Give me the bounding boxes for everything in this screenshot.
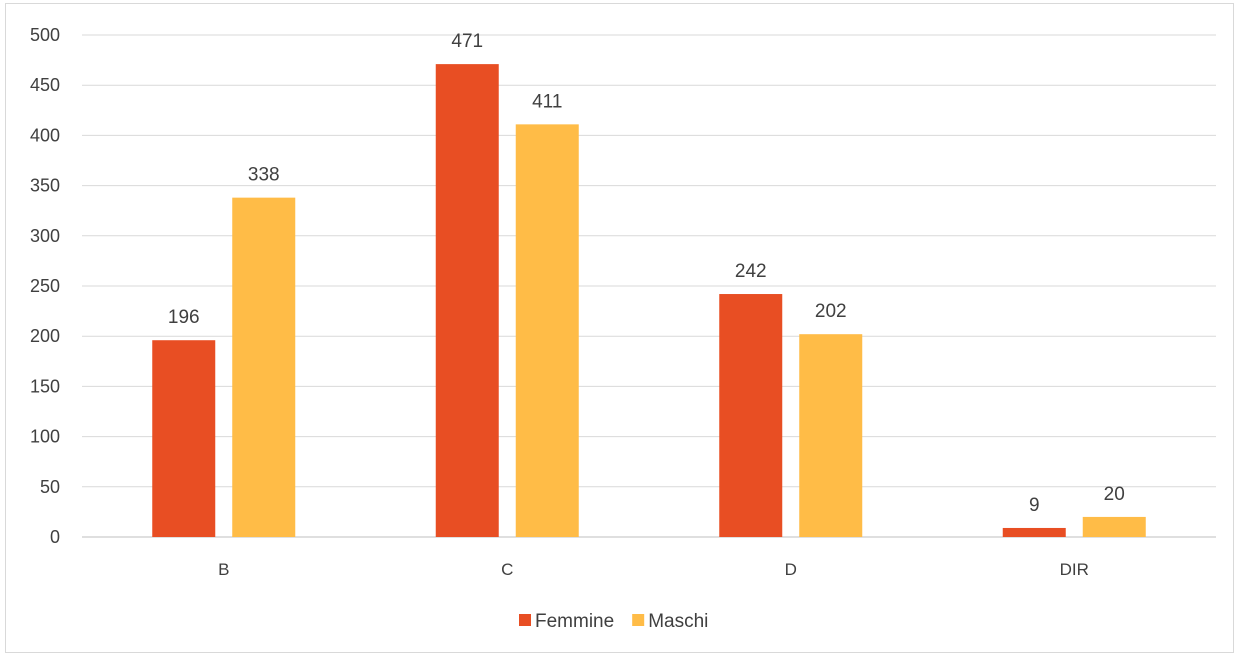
y-tick-label: 400 (30, 125, 60, 145)
bar-maschi-b (232, 197, 296, 537)
chart-frame (5, 3, 1234, 653)
data-label: 196 (168, 307, 200, 328)
y-tick-label: 200 (30, 326, 60, 346)
x-category-label: D (785, 560, 797, 579)
bars (152, 64, 1146, 537)
data-label: 202 (815, 301, 847, 322)
data-label: 242 (735, 261, 767, 282)
y-axis-ticks: 0 50 100 150 200 250 300 350 400 450 500 (30, 25, 60, 547)
x-axis-categories: B C D DIR (218, 560, 1089, 579)
bar-femmine-c (435, 64, 499, 537)
y-tick-label: 500 (30, 25, 60, 45)
y-tick-label: 450 (30, 75, 60, 95)
data-label: 471 (451, 31, 483, 52)
y-tick-label: 150 (30, 376, 60, 396)
data-label: 411 (532, 91, 562, 112)
x-category-label: DIR (1060, 560, 1089, 579)
legend-item-maschi: Maschi (632, 611, 708, 632)
bar-maschi-d (799, 334, 863, 537)
data-label: 20 (1104, 484, 1125, 505)
legend-swatch (632, 614, 645, 626)
legend-label: Femmine (535, 611, 614, 632)
legend: Femmine Maschi (519, 611, 708, 632)
bar-femmine-dir (1002, 527, 1066, 537)
data-label: 338 (248, 165, 280, 186)
data-labels: 196 338 471 411 242 202 9 20 (168, 31, 1125, 516)
y-tick-label: 250 (30, 276, 60, 296)
legend-swatch (519, 614, 531, 626)
y-tick-label: 100 (30, 427, 60, 447)
legend-item-femmine: Femmine (519, 611, 614, 632)
x-category-label: B (218, 560, 229, 579)
bar-maschi-dir (1082, 516, 1146, 537)
bar-femmine-d (719, 294, 783, 537)
legend-label: Maschi (648, 611, 708, 632)
y-tick-label: 300 (30, 226, 60, 246)
bar-maschi-c (515, 124, 579, 537)
y-tick-label: 350 (30, 176, 60, 196)
y-tick-label: 50 (40, 477, 60, 497)
y-tick-label: 0 (50, 527, 60, 547)
x-category-label: C (501, 560, 513, 579)
data-label: 9 (1029, 495, 1040, 516)
bar-femmine-b (152, 340, 216, 537)
